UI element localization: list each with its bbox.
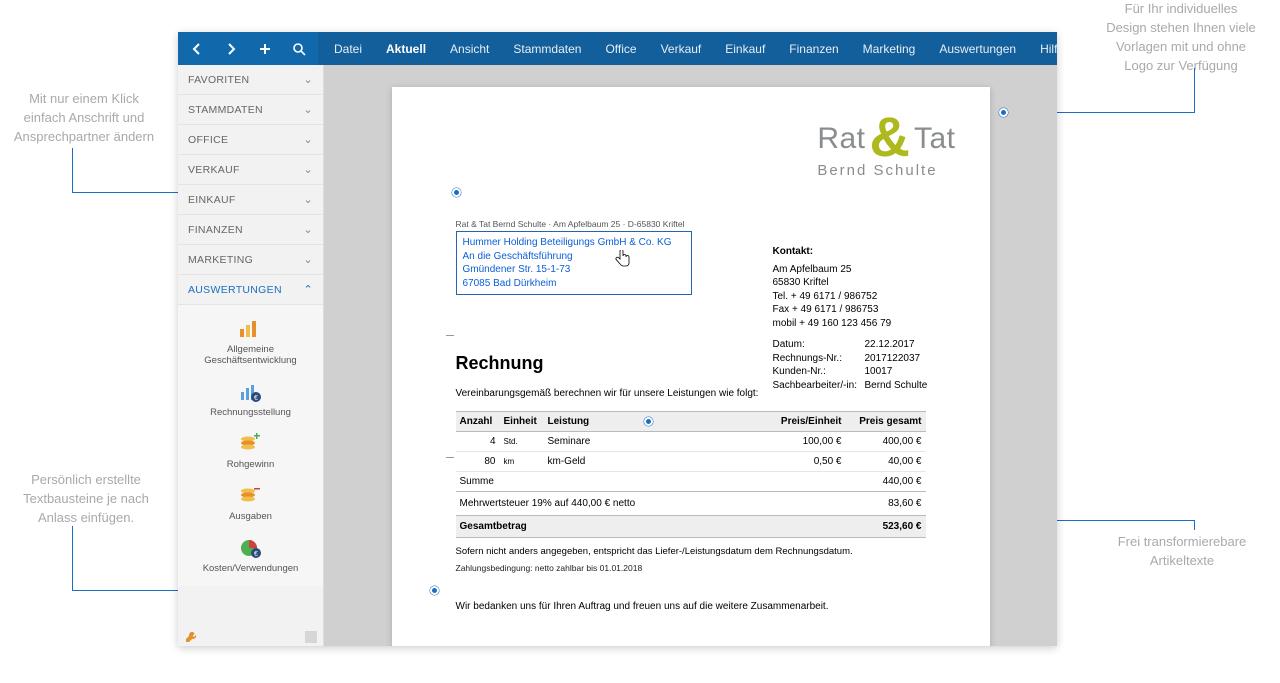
menu-einkauf[interactable]: Einkauf <box>713 34 777 64</box>
collapse-icon[interactable] <box>305 631 317 643</box>
menu-hilfe[interactable]: Hilfe <box>1028 34 1057 64</box>
report-icon: € <box>237 536 265 560</box>
menu-marketing[interactable]: Marketing <box>851 34 928 64</box>
callout-design: Für Ihr individuellesDesign stehen Ihnen… <box>1088 0 1274 75</box>
invoice-page: Rat & Tat Bernd Schulte Rat & Tat Bernd … <box>392 87 990 646</box>
add-icon[interactable] <box>254 38 276 60</box>
contact-block: Kontakt: Am Apfelbaum 25 65830 Kriftel T… <box>773 245 948 392</box>
sidebar-group-favoriten[interactable]: FAVORITEN⌄ <box>178 65 323 95</box>
sidebar-group-marketing[interactable]: MARKETING⌄ <box>178 245 323 275</box>
report-icon: € <box>237 380 265 404</box>
menu-verkauf[interactable]: Verkauf <box>649 34 714 64</box>
report-icon <box>237 484 265 508</box>
back-icon[interactable] <box>186 38 208 60</box>
wrench-icon[interactable] <box>184 630 198 644</box>
menu-auswertungen[interactable]: Auswertungen <box>927 34 1028 64</box>
report-icon <box>237 432 265 456</box>
letterhead-logo: Rat & Tat Bernd Schulte <box>817 109 955 179</box>
svg-text:€: € <box>254 395 258 402</box>
topbar: DateiAktuellAnsichtStammdatenOfficeVerka… <box>178 32 1057 65</box>
footnote: Sofern nicht anders angegeben, entsprich… <box>456 546 926 557</box>
report-icon <box>237 317 265 341</box>
topbar-nav <box>178 32 318 65</box>
sidebar-item[interactable]: Ausgaben <box>178 478 323 530</box>
svg-text:€: € <box>254 551 258 558</box>
sidebar: FAVORITEN⌄STAMMDATEN⌄OFFICE⌄VERKAUF⌄EINK… <box>178 65 324 646</box>
menu-office[interactable]: Office <box>593 34 648 64</box>
payment-terms: Zahlungsbedingung: netto zahlbar bis 01.… <box>456 563 926 573</box>
forward-icon[interactable] <box>220 38 242 60</box>
table-row: 80kmkm-Geld0,50 €40,00 € <box>456 452 926 472</box>
sidebar-group-einkauf[interactable]: EINKAUF⌄ <box>178 185 323 215</box>
contact-row: Rechnungs-Nr.:2017122037 <box>773 352 948 366</box>
callout-address: Mit nur einem Klickeinfach Anschrift und… <box>0 90 168 147</box>
sender-line: Rat & Tat Bernd Schulte · Am Apfelbaum 2… <box>456 219 926 229</box>
sidebar-group-auswertungen[interactable]: AUSWERTUNGEN⌃ <box>178 275 323 305</box>
sidebar-item[interactable]: €Kosten/Verwendungen <box>178 530 323 582</box>
contact-row: Kunden-Nr.:10017 <box>773 365 948 379</box>
contact-row: Datum:22.12.2017 <box>773 338 948 352</box>
sidebar-footer <box>178 628 323 646</box>
menu-aktuell[interactable]: Aktuell <box>374 34 438 64</box>
vat-line: Mehrwertsteuer 19% auf 440,00 € netto83,… <box>456 492 926 515</box>
sidebar-item[interactable]: Rohgewinn <box>178 426 323 478</box>
total-line: Gesamtbetrag523,60 € <box>456 515 926 538</box>
sidebar-item[interactable]: Allgemeine Geschäftsentwicklung <box>178 311 323 374</box>
menu-ansicht[interactable]: Ansicht <box>438 34 501 64</box>
thanks-line: Wir bedanken uns für Ihren Auftrag und f… <box>456 601 926 612</box>
items-table: AnzahlEinheitLeistungPreis/EinheitPreis … <box>456 411 926 492</box>
menu-stammdaten[interactable]: Stammdaten <box>501 34 593 64</box>
cursor-hand-icon <box>615 250 631 273</box>
menu-datei[interactable]: Datei <box>322 34 374 64</box>
search-icon[interactable] <box>288 38 310 60</box>
menubar: DateiAktuellAnsichtStammdatenOfficeVerka… <box>318 32 1057 65</box>
app-window: DateiAktuellAnsichtStammdatenOfficeVerka… <box>178 32 1057 646</box>
sidebar-group-verkauf[interactable]: VERKAUF⌄ <box>178 155 323 185</box>
sidebar-group-stammdaten[interactable]: STAMMDATEN⌄ <box>178 95 323 125</box>
sidebar-group-office[interactable]: OFFICE⌄ <box>178 125 323 155</box>
callout-articles: Frei transformierebareArtikeltexte <box>1096 533 1268 571</box>
contact-row: Sachbearbeiter/-in:Bernd Schulte <box>773 379 948 393</box>
callout-textblocks: Persönlich erstellteTextbausteine je nac… <box>0 471 172 528</box>
document-area: Rat & Tat Bernd Schulte Rat & Tat Bernd … <box>324 65 1057 646</box>
sidebar-item[interactable]: €Rechnungsstellung <box>178 374 323 426</box>
sidebar-group-finanzen[interactable]: FINANZEN⌄ <box>178 215 323 245</box>
menu-finanzen[interactable]: Finanzen <box>777 34 850 64</box>
address-box[interactable]: Hummer Holding Beteiligungs GmbH & Co. K… <box>456 231 692 295</box>
table-row: 4Std.Seminare100,00 €400,00 € <box>456 432 926 452</box>
